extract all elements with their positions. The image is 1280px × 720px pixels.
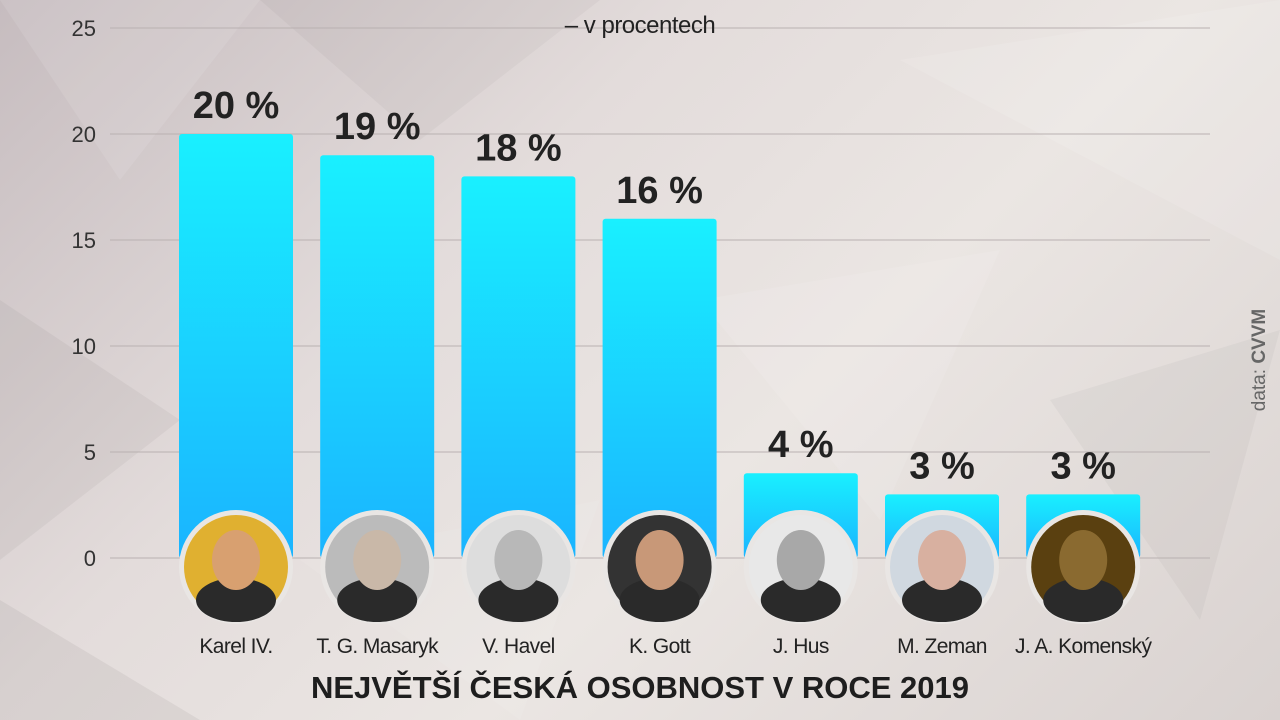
x-tick-label: J. Hus [773,635,829,658]
komensky-portrait-icon [1026,510,1141,624]
data-label: 20 % [193,85,280,127]
y-tick-label: 5 [84,440,96,465]
y-tick-label: 25 [72,16,96,41]
hus-portrait-icon [743,510,858,624]
x-tick-label: M. Zeman [897,635,987,658]
gott-portrait-icon [602,510,717,624]
karel-iv-portrait-icon [179,510,293,624]
masaryk-portrait-icon [320,510,435,624]
data-label: 3 % [909,445,974,487]
data-label: 18 % [475,127,562,169]
source-prefix: data: [1249,368,1271,412]
y-tick-label: 20 [72,122,96,147]
bar [179,134,293,558]
data-label: 4 % [768,424,833,466]
chart-subtitle: – v procentech [564,12,716,39]
data-label: 16 % [616,170,703,212]
havel-portrait-icon [461,510,576,624]
y-tick-label: 0 [84,546,96,571]
bar [602,218,717,559]
zeman-portrait-icon [885,510,999,624]
x-tick-label: K. Gott [629,635,691,658]
data-label: 19 % [334,106,421,148]
chart-title: NEJVĚTŠÍ ČESKÁ OSOBNOST V ROCE 2019 [310,670,970,705]
y-tick-label: 15 [72,228,96,253]
x-tick-label: Karel IV. [199,635,272,658]
bar [461,176,576,558]
y-tick-label: 10 [72,334,96,359]
source-name: CVVM [1249,308,1271,364]
data-label: 3 % [1050,445,1115,487]
bar [320,155,435,558]
x-tick-label: T. G. Masaryk [316,635,439,658]
source-note: data: CVVM [1246,300,1274,420]
x-tick-label: V. Havel [482,635,555,658]
x-tick-label: J. A. Komenský [1015,635,1152,658]
